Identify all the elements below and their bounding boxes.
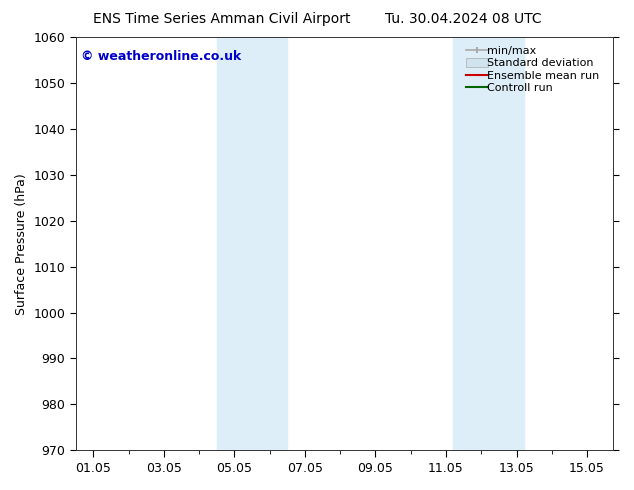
Text: Tu. 30.04.2024 08 UTC: Tu. 30.04.2024 08 UTC: [384, 12, 541, 26]
Bar: [453, 37, 524, 450]
Text: ENS Time Series Amman Civil Airport: ENS Time Series Amman Civil Airport: [93, 12, 351, 26]
Text: © weatheronline.co.uk: © weatheronline.co.uk: [81, 49, 242, 63]
Y-axis label: Surface Pressure (hPa): Surface Pressure (hPa): [15, 173, 28, 315]
Legend: min/max, Standard deviation, Ensemble mean run, Controll run: min/max, Standard deviation, Ensemble me…: [462, 43, 608, 97]
Bar: [217, 37, 287, 450]
